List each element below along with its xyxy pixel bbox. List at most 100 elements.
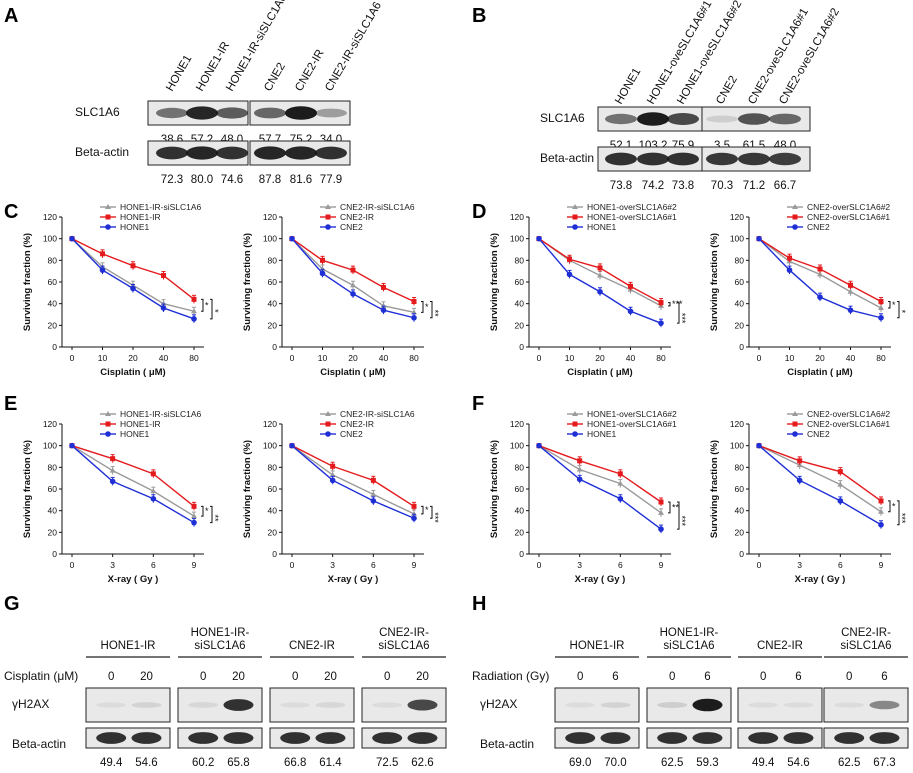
data-point <box>150 495 157 502</box>
y-tick-label: 80 <box>735 255 745 265</box>
data-point <box>191 513 197 519</box>
blot-panel-b: HONE1 HONE1-oveSLC1A6#1HONE1-oveSLC1A6#2C… <box>540 0 842 192</box>
blot-band <box>186 146 218 160</box>
x-axis-label: X-ray ( Gy ) <box>108 574 159 585</box>
y-tick-label: 40 <box>268 506 278 516</box>
data-point <box>797 458 803 464</box>
group-label-line: HONE1-IR <box>101 640 156 652</box>
data-point <box>381 284 386 290</box>
y-tick-label: 60 <box>735 277 745 287</box>
blot-band <box>565 732 596 744</box>
blot-band <box>131 732 162 744</box>
x-tick-label: 10 <box>318 353 328 363</box>
data-point <box>411 503 417 509</box>
y-tick-label: 120 <box>43 212 57 222</box>
legend-marker <box>325 431 331 437</box>
group-label: CNE2-IR-siSLC1A6 <box>378 627 429 652</box>
y-tick-label: 100 <box>510 234 524 244</box>
x-axis-label: Cisplatin ( μM) <box>320 367 385 378</box>
series-line <box>758 445 882 502</box>
blot-band <box>372 732 403 744</box>
sig-label-inner: * <box>892 501 896 511</box>
dose-label: 0 <box>760 671 766 683</box>
legend-marker <box>572 431 578 437</box>
dose-label: 20 <box>324 671 337 683</box>
legend-marker <box>792 214 798 220</box>
y-tick-label: 120 <box>510 212 524 222</box>
row-label: Beta-actin <box>75 145 129 159</box>
x-tick-label: 0 <box>757 353 762 363</box>
legend-label: CNE2-IR-siSLC1A6 <box>340 202 415 212</box>
y-axis-label: Surviving fraction (%) <box>242 440 253 538</box>
sig-label-inner: * <box>425 302 429 312</box>
data-point <box>658 509 664 515</box>
data-point <box>567 256 572 262</box>
group-label-line: siSLC1A6 <box>378 640 429 652</box>
series-line <box>291 238 415 314</box>
sig-bracket-inner <box>421 505 424 515</box>
data-point <box>350 267 356 273</box>
blot-band <box>834 702 865 708</box>
lane-label: CNE2 <box>714 74 740 107</box>
lane-label: CNE2-IR-siSLC1A6 <box>323 0 384 93</box>
data-point <box>289 442 295 449</box>
group-label: CNE2-IR <box>757 640 803 652</box>
blot-band <box>692 698 723 712</box>
legend-marker <box>572 421 578 427</box>
panel-letter-d: D <box>472 201 486 223</box>
sig-bracket-inner <box>668 302 671 307</box>
blot-band <box>315 146 347 160</box>
data-point <box>191 503 197 509</box>
legend-marker <box>105 421 111 427</box>
lane-label: CNE2-oveSLC1A6#1 <box>746 6 811 106</box>
x-axis-label: Cisplatin ( μM) <box>567 367 632 378</box>
y-axis-label: Surviving fraction (%) <box>709 440 720 538</box>
data-point <box>576 476 583 483</box>
sig-label-inner: * <box>205 300 209 310</box>
data-point <box>597 265 603 271</box>
data-point <box>786 267 793 273</box>
data-point <box>878 314 884 321</box>
legend-marker <box>105 431 111 437</box>
series-line <box>71 445 195 517</box>
y-tick-label: 20 <box>268 320 278 330</box>
blot-band <box>188 732 219 744</box>
blot-band <box>769 152 801 166</box>
chart-f2: 0 20 40 60 80 100 120 0 3 6 9 X-ray ( Gy ) Surviving… <box>709 409 907 585</box>
data-point <box>658 526 664 532</box>
blot-band <box>96 732 127 744</box>
y-axis-label: Surviving fraction (%) <box>22 233 33 331</box>
legend-marker <box>105 214 111 220</box>
legend-marker <box>792 224 798 230</box>
blot-band <box>315 702 346 708</box>
legend-label: CNE2 <box>340 429 363 439</box>
dose-label: 0 <box>384 671 390 683</box>
x-axis-label: X-ray ( Gy ) <box>575 574 626 585</box>
lane-label: HONE1 <box>164 53 194 93</box>
sig-label-outer: * <box>210 309 220 313</box>
group-label-line: CNE2-IR <box>757 640 803 652</box>
legend-label: CNE2-overSLC1A6#1 <box>807 419 890 429</box>
band-value: 80.0 <box>191 174 213 186</box>
x-tick-label: 10 <box>785 353 795 363</box>
sig-bracket-outer <box>430 505 433 519</box>
x-axis-label: X-ray ( Gy ) <box>795 574 846 585</box>
lane-label: CNE2 <box>262 61 288 94</box>
blot-band <box>657 732 688 744</box>
y-tick-label: 0 <box>739 549 744 559</box>
group-label: HONE1-IR <box>101 640 156 652</box>
panel-letter-a: A <box>4 5 18 27</box>
data-point <box>837 481 844 487</box>
data-point <box>350 282 356 288</box>
x-tick-label: 20 <box>595 353 605 363</box>
blot-band <box>407 732 438 744</box>
legend-label: CNE2-IR-siSLC1A6 <box>340 409 415 419</box>
sig-label-outer: *** <box>897 513 907 524</box>
sig-label-outer: *** <box>430 512 440 523</box>
row-label: SLC1A6 <box>75 105 120 119</box>
dose-label: 0 <box>292 671 298 683</box>
legend-marker <box>792 411 798 416</box>
legend-marker <box>105 204 111 209</box>
y-tick-label: 40 <box>515 506 525 516</box>
